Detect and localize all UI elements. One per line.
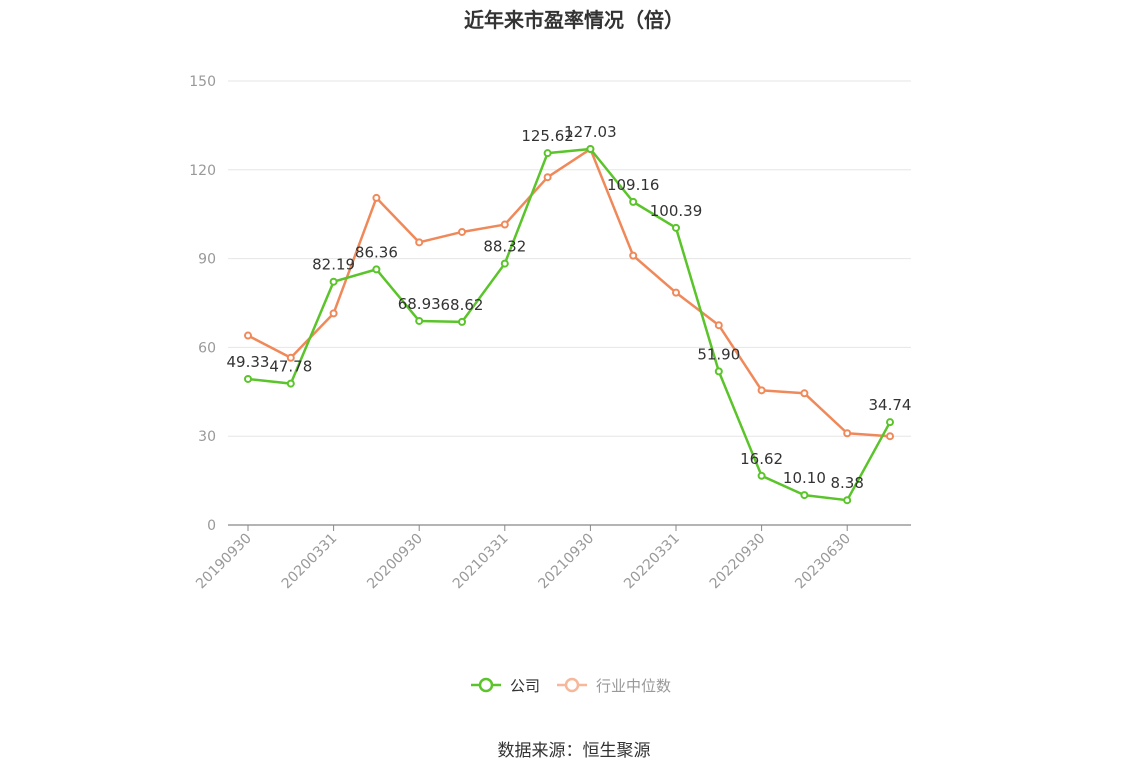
x-tick-label: 20210930 bbox=[536, 531, 598, 593]
data-label: 51.90 bbox=[697, 345, 740, 363]
data-point bbox=[329, 277, 338, 286]
data-point bbox=[800, 491, 809, 500]
data-point bbox=[500, 259, 509, 268]
grid-lines bbox=[228, 80, 911, 437]
data-label: 34.74 bbox=[869, 396, 912, 414]
data-point bbox=[244, 374, 252, 383]
y-tick-label: 150 bbox=[189, 74, 216, 90]
y-tick-label: 120 bbox=[189, 163, 216, 179]
data-point bbox=[757, 386, 766, 395]
x-tick-label: 20210331 bbox=[450, 531, 512, 593]
data-label: 88.32 bbox=[483, 238, 526, 256]
series-line bbox=[247, 147, 891, 438]
data-point bbox=[800, 389, 809, 398]
data-label: 125.62 bbox=[521, 127, 574, 145]
data-point bbox=[586, 144, 595, 153]
data-point bbox=[629, 251, 638, 260]
data-label: 49.33 bbox=[227, 353, 270, 371]
legend: 公司 行业中位数 bbox=[471, 677, 671, 695]
data-point bbox=[543, 149, 552, 158]
data-label: 8.38 bbox=[830, 474, 863, 492]
data-label: 100.39 bbox=[650, 202, 703, 220]
data-label: 68.93 bbox=[398, 295, 441, 313]
data-point bbox=[543, 173, 552, 182]
legend-swatch-marker bbox=[564, 677, 580, 693]
data-point bbox=[886, 418, 894, 427]
data-point bbox=[500, 220, 509, 229]
legend-label: 行业中位数 bbox=[596, 677, 671, 695]
series-line bbox=[247, 147, 892, 502]
legend-label: 公司 bbox=[510, 677, 540, 695]
y-tick-label: 30 bbox=[198, 429, 216, 445]
data-point bbox=[415, 316, 424, 325]
data-label: 82.19 bbox=[312, 256, 355, 274]
data-label: 127.03 bbox=[564, 123, 617, 141]
x-tick-label: 20220331 bbox=[621, 531, 683, 593]
data-point bbox=[843, 429, 852, 438]
data-label: 47.78 bbox=[269, 358, 312, 376]
chart-title: 近年来市盈率情况（倍） bbox=[464, 8, 684, 32]
y-tick-label: 90 bbox=[198, 252, 216, 268]
x-axis: 20190930 20200331 20200930 20210331 20210930… bbox=[193, 524, 911, 593]
data-label: 109.16 bbox=[607, 176, 660, 194]
legend-item-company: 公司 bbox=[471, 677, 540, 695]
data-point bbox=[415, 238, 424, 247]
data-source-note: 数据来源：恒生聚源 bbox=[497, 741, 651, 761]
data-label: 68.62 bbox=[441, 296, 484, 314]
data-label: 10.10 bbox=[783, 469, 826, 487]
data-label: 16.62 bbox=[740, 450, 783, 468]
x-tick-label: 20200331 bbox=[279, 531, 341, 593]
data-point bbox=[886, 432, 894, 441]
data-point bbox=[372, 265, 381, 274]
data-point bbox=[843, 496, 852, 505]
x-tick-label: 20200930 bbox=[364, 531, 426, 593]
legend-item-industry-median: 行业中位数 bbox=[557, 677, 671, 695]
data-point bbox=[329, 309, 338, 318]
legend-swatch-marker bbox=[478, 677, 494, 693]
series-company bbox=[244, 144, 894, 505]
data-point bbox=[458, 227, 466, 236]
data-point bbox=[372, 193, 381, 202]
y-tick-label: 0 bbox=[207, 518, 216, 534]
data-point bbox=[672, 288, 680, 297]
y-tick-label: 60 bbox=[198, 340, 216, 356]
data-point bbox=[672, 223, 680, 232]
data-point bbox=[757, 471, 766, 480]
data-point bbox=[244, 331, 252, 340]
data-point bbox=[629, 197, 638, 206]
y-axis-ticks: 0 30 60 90 120 150 bbox=[189, 74, 216, 534]
data-point bbox=[286, 379, 295, 388]
x-tick-label: 20190930 bbox=[193, 531, 255, 593]
data-label: 86.36 bbox=[355, 243, 398, 261]
x-tick-label: 20220930 bbox=[707, 531, 769, 593]
data-point bbox=[714, 367, 723, 376]
x-tick-label: 20230630 bbox=[792, 531, 854, 593]
data-point bbox=[286, 353, 295, 362]
series-industry-median bbox=[244, 145, 894, 441]
data-point bbox=[714, 321, 723, 330]
series-lines bbox=[244, 144, 894, 505]
data-point bbox=[458, 317, 466, 326]
